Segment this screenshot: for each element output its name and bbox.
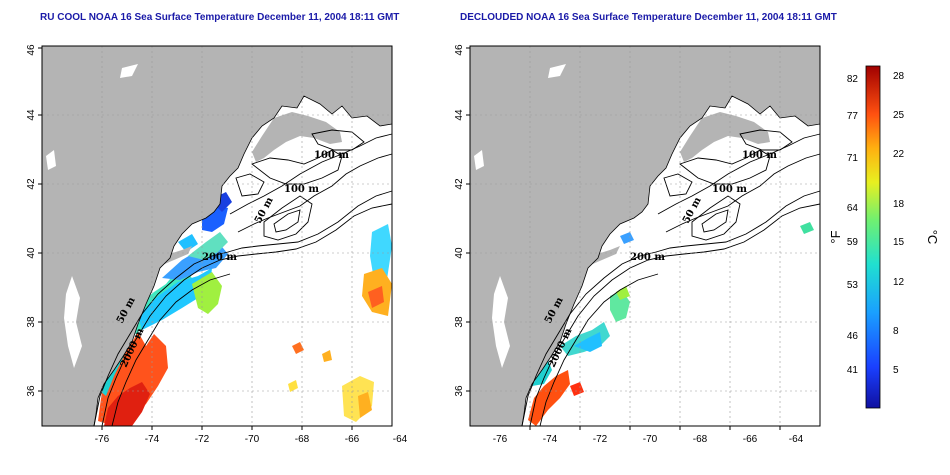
celsius-tick: 8 — [893, 326, 899, 337]
celsius-tick: 28 — [893, 71, 905, 82]
celsius-tick: 15 — [893, 237, 905, 248]
left-x-tick: -64 — [393, 434, 408, 445]
right-contour-label-100m-a: 100 m — [742, 150, 777, 161]
left-contour-label-200m: 200 m — [202, 252, 237, 263]
colorbar-gradient — [865, 65, 881, 409]
left-x-tick: -76 — [95, 434, 110, 445]
right-panel-title: DECLOUDED NOAA 16 Sea Surface Temperatur… — [460, 12, 837, 23]
right-contour-label-200m: 200 m — [630, 252, 665, 263]
left-y-tick: 46 — [26, 44, 37, 56]
right-x-tick: -64 — [789, 434, 804, 445]
right-y-tick: 44 — [454, 109, 465, 121]
left-y-tick: 40 — [26, 247, 37, 259]
celsius-scale: 28 25 22 18 15 12 8 5 — [893, 71, 905, 376]
right-frame — [469, 45, 821, 427]
left-contour-label-100m-b: 100 m — [284, 184, 319, 195]
celsius-tick: 12 — [893, 277, 905, 288]
left-gridlines — [42, 46, 392, 426]
left-y-ticks: 36 38 40 42 44 46 — [26, 44, 42, 397]
left-panel-title: RU COOL NOAA 16 Sea Surface Temperature … — [40, 12, 400, 23]
fahrenheit-tick: 64 — [847, 203, 859, 214]
right-x-tick: -74 — [543, 434, 558, 445]
left-y-tick: 38 — [26, 316, 37, 328]
right-y-ticks: 36 38 40 42 44 46 — [454, 44, 470, 397]
left-frame — [41, 45, 393, 427]
right-y-tick: 40 — [454, 247, 465, 259]
right-x-tick: -66 — [743, 434, 758, 445]
right-x-ticks: -76 -74 -72 -70 -68 -66 -64 — [493, 426, 804, 445]
right-gridlines — [470, 46, 820, 426]
right-y-tick: 42 — [454, 178, 465, 190]
left-contour-label-100m-a: 100 m — [314, 150, 349, 161]
fahrenheit-scale: 82 77 71 64 59 53 46 41 — [847, 74, 859, 376]
left-y-tick: 42 — [26, 178, 37, 190]
fahrenheit-tick: 41 — [847, 365, 859, 376]
celsius-tick: 18 — [893, 199, 905, 210]
right-x-tick: -70 — [643, 434, 658, 445]
right-y-tick: 36 — [454, 385, 465, 397]
left-y-tick: 36 — [26, 385, 37, 397]
left-x-tick: -72 — [195, 434, 210, 445]
left-x-tick: -66 — [345, 434, 360, 445]
fahrenheit-tick: 71 — [847, 153, 859, 164]
fahrenheit-tick: 46 — [847, 331, 859, 342]
left-x-ticks: -76 -74 -72 -70 -68 -66 -64 — [95, 426, 408, 445]
celsius-tick: 25 — [893, 110, 905, 121]
left-x-tick: -68 — [295, 434, 310, 445]
celsius-tick: 5 — [893, 365, 899, 376]
left-map-panel: 100 m 100 m 50 m 200 m 50 m 2000 m -76 -… — [26, 44, 408, 445]
celsius-unit-label: °C — [925, 230, 940, 245]
fahrenheit-tick: 53 — [847, 280, 859, 291]
right-x-tick: -68 — [693, 434, 708, 445]
right-contour-label-100m-b: 100 m — [712, 184, 747, 195]
right-y-tick: 38 — [454, 316, 465, 328]
right-x-tick: -76 — [493, 434, 508, 445]
left-y-tick: 44 — [26, 109, 37, 121]
celsius-tick: 22 — [893, 149, 905, 160]
fahrenheit-tick: 77 — [847, 111, 859, 122]
left-x-tick: -70 — [245, 434, 260, 445]
fahrenheit-tick: 82 — [847, 74, 859, 85]
temperature-colorbar: 82 77 71 64 59 53 46 41 28 25 22 18 15 1… — [828, 65, 940, 409]
right-y-tick: 46 — [454, 44, 465, 56]
left-x-tick: -74 — [145, 434, 160, 445]
fahrenheit-tick: 59 — [847, 237, 859, 248]
right-x-tick: -72 — [593, 434, 608, 445]
right-map-panel: 100 m 100 m 50 m 200 m 50 m 2000 m -76 -… — [454, 44, 821, 445]
fahrenheit-unit-label: °F — [828, 230, 843, 243]
